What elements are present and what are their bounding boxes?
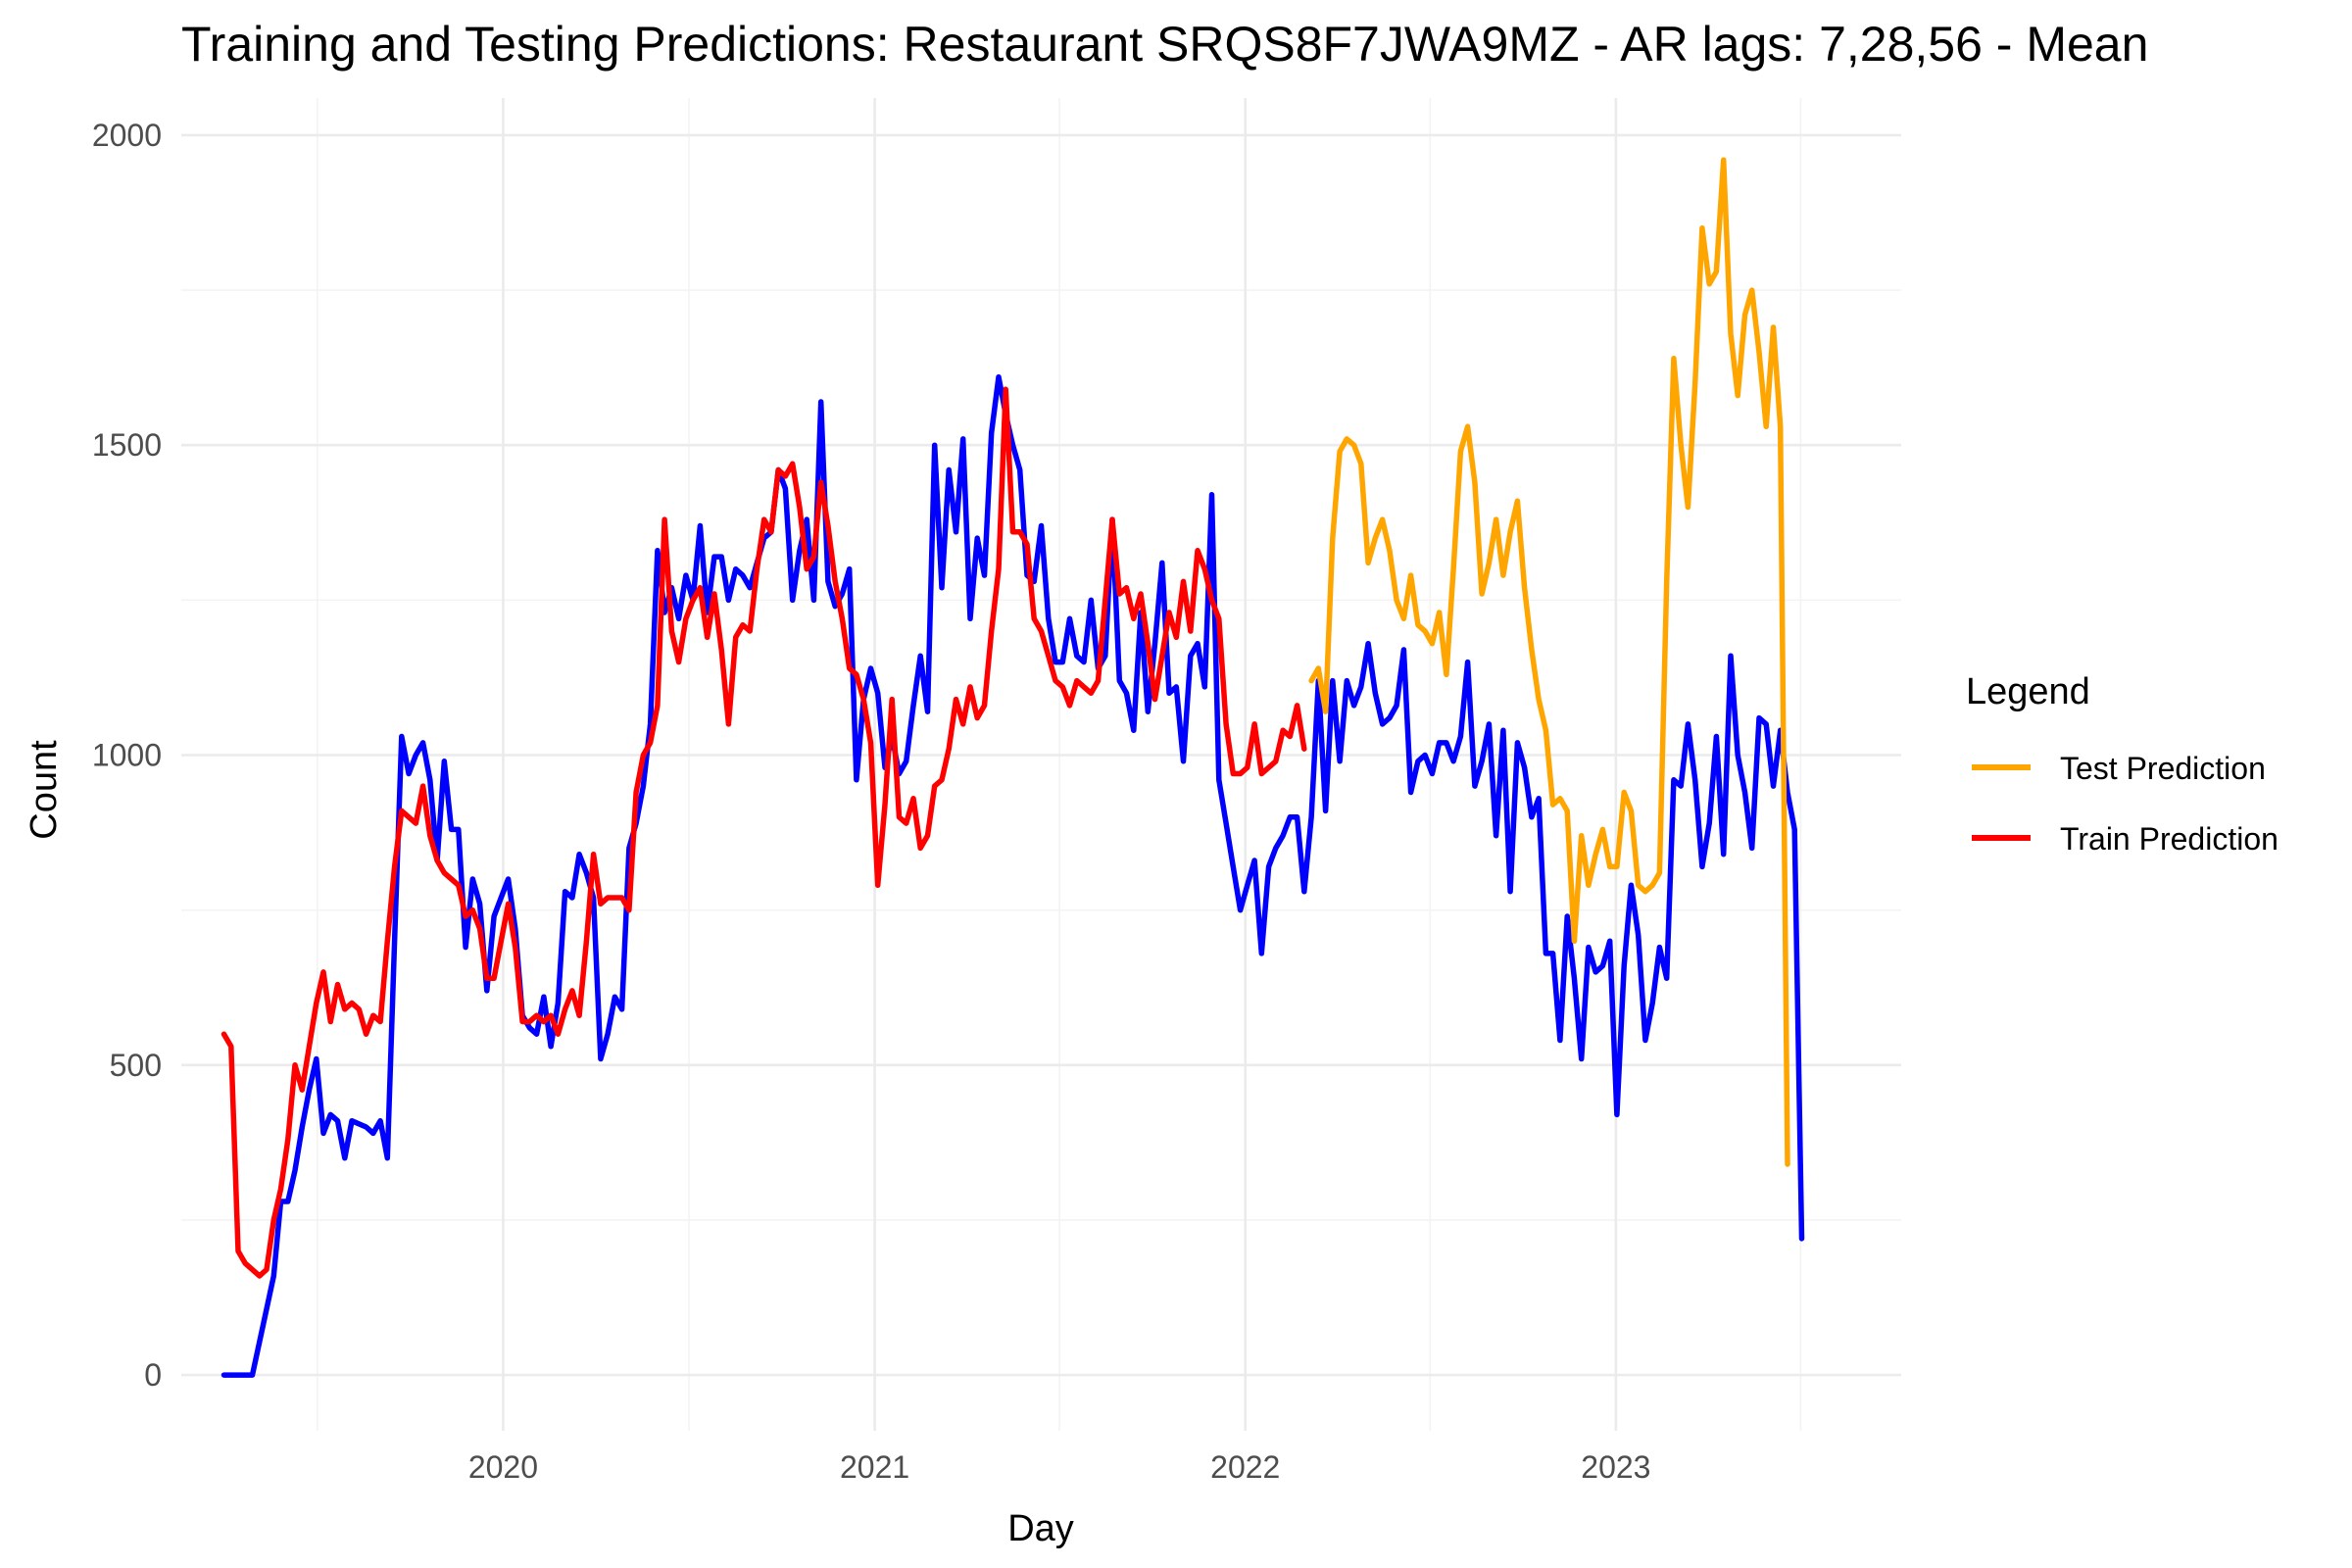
x-axis-title: Day: [1007, 1508, 1074, 1549]
series-line-test-prediction: [1308, 157, 1790, 1167]
y-tick-label: 1000: [92, 738, 162, 773]
y-axis-title: Count: [24, 740, 65, 840]
x-tick-label: 2023: [1581, 1449, 1650, 1485]
y-tick-label: 0: [144, 1357, 162, 1393]
legend: Legend Test Prediction Train Prediction: [1966, 671, 2278, 857]
legend-title: Legend: [1966, 671, 2090, 712]
chart-title: Training and Testing Predictions: Restau…: [181, 17, 2148, 72]
series-line-train-prediction: [220, 386, 1307, 1279]
y-tick-label: 2000: [92, 118, 162, 153]
legend-label-train-prediction: Train Prediction: [2060, 821, 2278, 857]
y-tick-label: 500: [110, 1048, 162, 1083]
x-tick-label: 2020: [468, 1449, 538, 1485]
legend-label-test-prediction: Test Prediction: [2060, 751, 2266, 786]
y-tick-label: 1500: [92, 427, 162, 463]
tick-labels: 0 500 1000 1500 2000 2020 2021 2022 2023: [92, 118, 1651, 1485]
x-tick-label: 2022: [1210, 1449, 1280, 1485]
series-layer: [220, 157, 1805, 1378]
grid: [181, 98, 1901, 1431]
x-tick-label: 2021: [840, 1449, 909, 1485]
